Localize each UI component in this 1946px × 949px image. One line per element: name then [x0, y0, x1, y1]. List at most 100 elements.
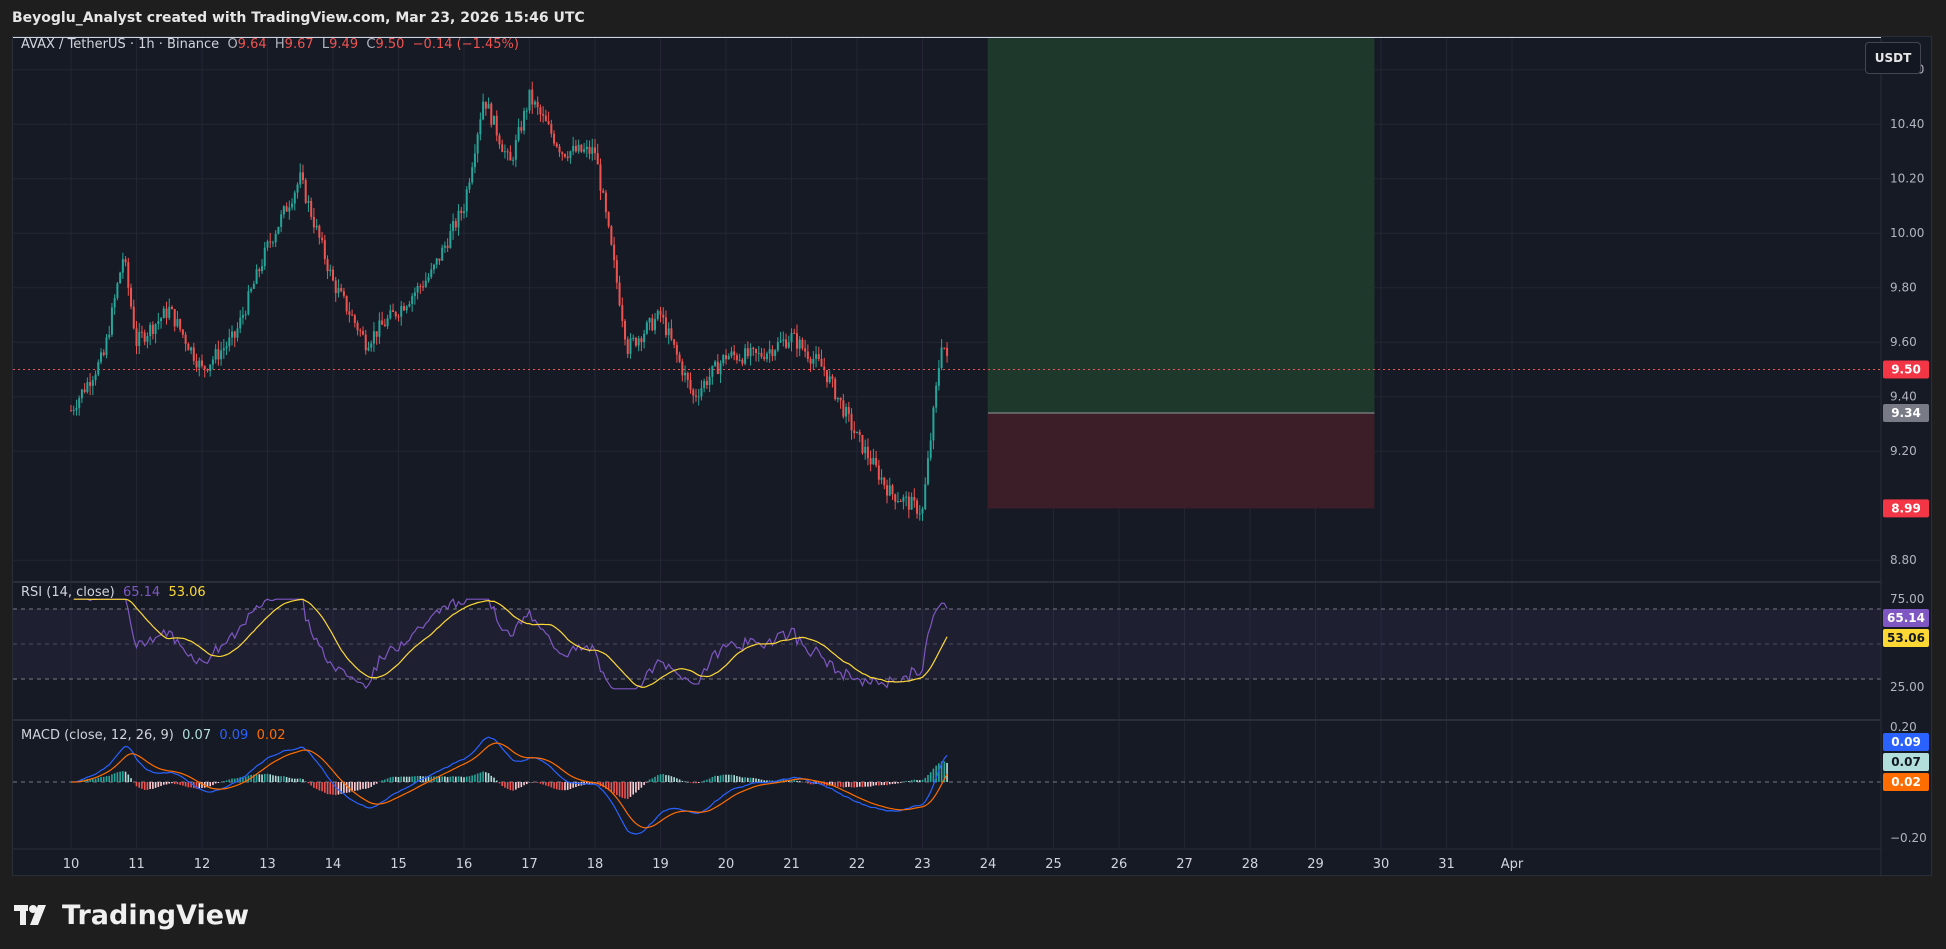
macd-hist-bar: [651, 778, 654, 782]
candle-body: [574, 145, 577, 152]
macd-hist-bar: [727, 774, 730, 782]
macd-hist-bar: [154, 782, 157, 788]
macd-hist-bar: [236, 778, 239, 782]
rsi-value-label: 65.14: [1887, 611, 1925, 625]
candle-body: [405, 306, 408, 311]
macd-hist-bar: [157, 782, 160, 787]
macd-legend[interactable]: MACD (close, 12, 26, 9) 0.07 0.09 0.02: [21, 728, 286, 743]
macd-hist-bar: [258, 774, 261, 782]
macd-hist-bar: [501, 782, 504, 787]
candle-body: [452, 221, 455, 232]
candle-body: [836, 397, 839, 400]
rsi-ma-value-label: 53.06: [1887, 631, 1925, 645]
candle-body: [503, 151, 506, 153]
currency-button[interactable]: USDT: [1865, 42, 1921, 74]
macd-hist-bar: [643, 782, 645, 786]
candle-body: [725, 355, 727, 360]
macd-hist-bar: [212, 782, 214, 786]
candle-body: [184, 334, 187, 344]
macd-hist-bar: [182, 782, 184, 786]
candle-body: [143, 332, 146, 342]
candle-body: [332, 269, 334, 281]
candle-body: [72, 409, 75, 411]
candle-body: [604, 192, 607, 213]
symbol-legend[interactable]: AVAX / TetherUS · 1h · Binance O9.64 H9.…: [21, 37, 519, 52]
candle-body: [861, 434, 864, 454]
stop-price-label: 8.99: [1891, 501, 1921, 515]
macd-hist-bar: [534, 782, 536, 783]
candle-body: [785, 339, 788, 348]
macd-hist-bar: [495, 780, 498, 782]
macd-hist-bar: [921, 779, 924, 782]
tradingview-brand[interactable]: TradingView: [14, 895, 249, 935]
candle-body: [277, 226, 280, 234]
candle-body: [746, 348, 749, 357]
macd-hist-bar: [132, 782, 135, 783]
candle-body: [594, 147, 596, 154]
macd-hist-bar: [465, 776, 468, 782]
macd-value-label: 0.09: [1891, 735, 1921, 749]
candle-body: [108, 334, 111, 338]
candle-body: [536, 101, 539, 108]
candle-body: [179, 319, 182, 330]
candle-body: [610, 226, 613, 245]
candle-body: [798, 339, 801, 349]
candle-body: [130, 287, 133, 307]
time-tick-label: 15: [390, 857, 407, 872]
macd-hist-bar: [528, 782, 531, 783]
candle-body: [815, 354, 818, 359]
candle-body: [670, 328, 673, 340]
candle-body: [632, 337, 635, 339]
candle-body: [105, 337, 108, 356]
macd-hist-bar: [878, 782, 880, 786]
macd-hist-bar: [130, 778, 132, 782]
candle-body: [271, 242, 274, 244]
candle-body: [809, 358, 812, 364]
macd-hist-bar: [646, 782, 648, 783]
time-tick-label: 12: [194, 857, 211, 872]
macd-hist-bar: [943, 761, 946, 782]
macd-hist-bar: [373, 782, 375, 785]
macd-hist-bar: [389, 777, 392, 782]
candle-body: [326, 259, 329, 272]
candle-body: [817, 354, 820, 359]
macd-hist-bar: [779, 779, 782, 782]
candle-body: [427, 277, 430, 281]
candle-body: [523, 111, 526, 131]
candle-body: [648, 318, 651, 323]
macd-hist-bar: [231, 778, 233, 782]
candle-body: [926, 458, 929, 485]
candle-body: [716, 361, 719, 374]
macd-hist-bar: [684, 781, 686, 782]
candle-body: [703, 381, 706, 389]
candle-body: [157, 321, 160, 325]
macd-hist-bar: [296, 778, 299, 782]
candle-body: [301, 172, 304, 181]
candle-body: [512, 159, 515, 161]
macd-hist-bar: [542, 782, 544, 785]
candle-body: [465, 189, 468, 212]
candle-body: [263, 247, 266, 267]
grid-lines: [13, 37, 1881, 849]
candle-body: [411, 296, 414, 305]
candle-body: [749, 347, 752, 357]
candle-body: [872, 457, 875, 465]
chart-canvas[interactable]: 10.6010.4010.2010.009.809.609.409.208.80…: [13, 37, 1932, 876]
macd-hist-bar: [700, 781, 703, 783]
candle-body: [831, 376, 834, 379]
candle-body: [599, 164, 602, 191]
macd-hist-bar: [703, 780, 705, 782]
candle-body: [124, 259, 127, 263]
candle-body: [640, 338, 643, 343]
candle-body: [613, 244, 616, 261]
candle-body: [482, 101, 485, 120]
candle-body: [771, 349, 774, 356]
macd-hist-bar: [351, 782, 353, 792]
candle-body: [645, 322, 648, 334]
candle-body: [618, 282, 621, 306]
rsi-legend[interactable]: RSI (14, close) 65.14 53.06: [21, 585, 206, 600]
chart-frame[interactable]: 10.6010.4010.2010.009.809.609.409.208.80…: [12, 36, 1932, 876]
candle-body: [430, 269, 433, 278]
candle-body: [83, 389, 86, 392]
candle-body: [705, 381, 708, 386]
